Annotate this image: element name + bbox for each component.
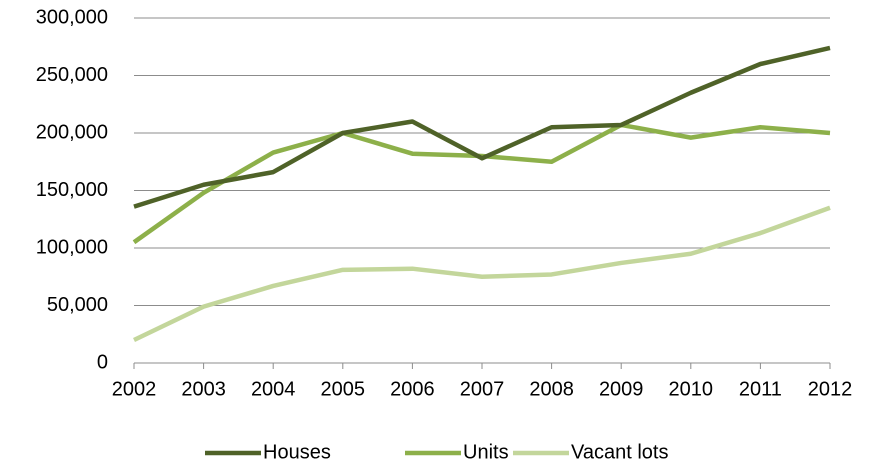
legend-label: Vacant lots [571, 441, 668, 463]
series-line [133, 205, 831, 343]
x-tick-label: 2010 [669, 378, 714, 400]
x-tick-label: 2009 [599, 378, 644, 400]
x-tick-label: 2011 [739, 378, 782, 400]
x-tick-label: 2005 [321, 378, 366, 400]
x-tick-label: 2006 [390, 378, 435, 400]
y-tick-label: 300,000 [36, 6, 108, 28]
y-tick-label: 50,000 [47, 294, 108, 316]
x-tick-label: 2003 [181, 378, 226, 400]
x-tick-label: 2012 [808, 378, 853, 400]
y-tick-label: 150,000 [36, 179, 108, 201]
series-line [133, 45, 831, 209]
y-tick-label: 100,000 [36, 236, 108, 258]
x-tick-label: 2002 [112, 378, 157, 400]
legend-label: Houses [263, 441, 331, 463]
legend-label: Units [463, 441, 509, 463]
x-tick-label: 2008 [529, 378, 574, 400]
x-tick-label: 2007 [460, 378, 505, 400]
x-tick-label: 2004 [251, 378, 296, 400]
y-tick-label: 200,000 [36, 121, 108, 143]
y-tick-label: 0 [97, 351, 108, 373]
y-tick-label: 250,000 [36, 64, 108, 86]
series-line [132, 122, 831, 245]
